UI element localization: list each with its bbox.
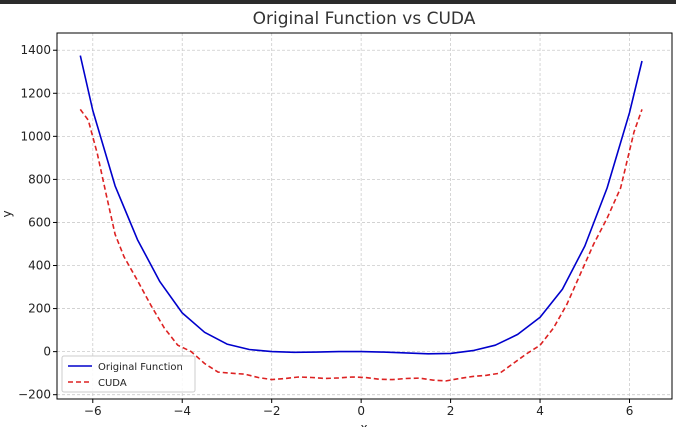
x-tick-label: −2 (263, 404, 281, 418)
x-tick-label: −4 (173, 404, 191, 418)
series-line-cuda (79, 108, 643, 382)
legend-box (61, 355, 196, 393)
chart-title: Original Function vs CUDA (253, 9, 476, 29)
x-tick-label: 0 (357, 404, 365, 418)
x-tick-label: 4 (536, 404, 544, 418)
series-layer (79, 55, 643, 382)
x-axis-ticks: −6 −4 −2 0 2 4 6 (84, 399, 633, 418)
x-tick-label: 6 (626, 404, 634, 418)
legend-label-cuda: CUDA (98, 378, 127, 389)
x-tick-label: 2 (447, 404, 455, 418)
series-line-original-function (79, 55, 643, 355)
y-tick-label: 0 (43, 345, 51, 359)
grid-lines (57, 33, 672, 399)
y-tick-label: 600 (28, 215, 51, 229)
window-top-bar (0, 0, 676, 4)
y-tick-label: 400 (28, 259, 51, 273)
y-tick-label: 200 (28, 302, 51, 316)
y-axis-label: y (0, 210, 14, 217)
y-tick-label: 800 (28, 172, 51, 186)
x-axis-label: x (360, 421, 367, 427)
legend-label-original-function: Original Function (98, 362, 183, 373)
plot-frame (56, 32, 673, 400)
y-tick-label: 1200 (20, 86, 51, 100)
x-tick-label: −6 (84, 404, 102, 418)
y-tick-label: 1400 (20, 43, 51, 57)
y-tick-label: −200 (18, 388, 51, 402)
legend: Original Function CUDA (61, 355, 196, 393)
y-axis-ticks: −200 0 200 400 600 800 1000 1200 1400 (18, 43, 57, 402)
y-tick-label: 1000 (20, 129, 51, 143)
